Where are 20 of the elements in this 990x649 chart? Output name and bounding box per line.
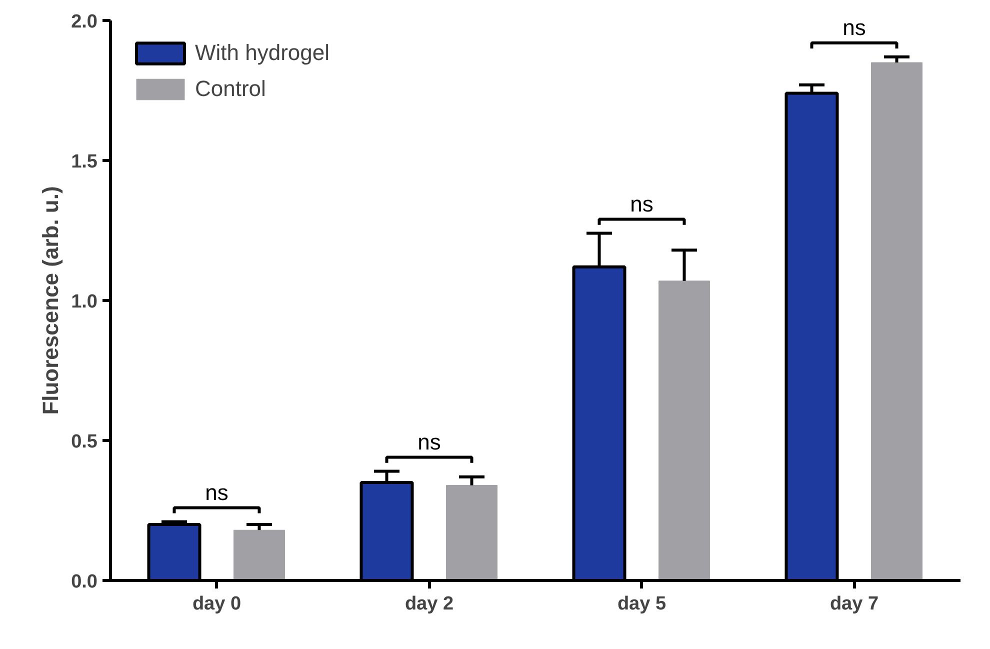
annotation: ns: [205, 480, 228, 505]
annotation: ns: [842, 15, 866, 40]
y-tick-label: 1.0: [71, 292, 98, 312]
annotation: ns: [418, 430, 441, 454]
y-tick-label: 0.5: [71, 432, 98, 452]
annotation: ns: [630, 192, 654, 216]
y-tick-label: 0.0: [71, 572, 98, 592]
y-axis-title: Fluorescence (arb. u.): [38, 186, 64, 415]
x-tick-label: day 0: [192, 594, 242, 614]
x-tick-label: day 2: [404, 594, 454, 614]
y-tick-label: 1.5: [71, 152, 98, 172]
legend-label: With hydrogel: [195, 40, 330, 66]
bar: [871, 62, 922, 580]
x-tick-label: day 7: [830, 594, 879, 614]
bar: [446, 485, 498, 580]
legend-label: Control: [195, 76, 266, 102]
y-tick-label: 2.0: [71, 12, 98, 32]
x-tick-label: day 5: [617, 594, 666, 614]
bar: [658, 280, 710, 580]
bar: [234, 530, 285, 580]
